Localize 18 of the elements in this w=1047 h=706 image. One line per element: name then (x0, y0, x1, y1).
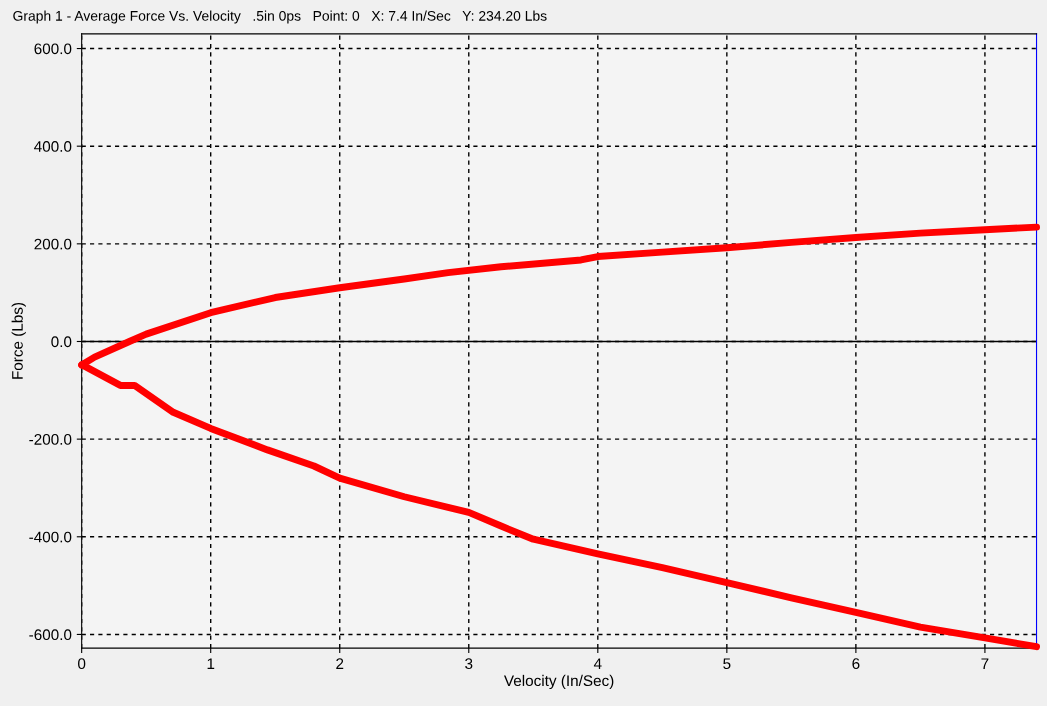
y-tick-label: -200.0 (29, 434, 72, 445)
x-tick-label: 0 (78, 658, 86, 670)
x-tick-label: 1 (207, 658, 215, 669)
x-tick-label: 7 (981, 658, 989, 669)
y-axis-title: Force (Lbs) (11, 302, 26, 379)
y-tick-label: 200.0 (34, 238, 72, 250)
x-tick-label: 2 (336, 658, 344, 669)
x-tick-label: 5 (723, 658, 731, 670)
y-tick-label: -600.0 (29, 629, 72, 641)
y-tick-label: 600.0 (34, 43, 72, 55)
x-axis-title: Velocity (In/Sec) (503, 674, 614, 690)
x-tick-label: 4 (593, 658, 602, 669)
x-tick-label: 3 (465, 658, 473, 670)
x-tick-label: 6 (852, 658, 860, 670)
chart-title: Graph 1 - Average Force Vs. Velocity .5in 0ps Point: 0 X: 7.4 In/Sec Y: 234.20 Lbs (13, 10, 547, 24)
y-tick-label: 400.0 (34, 141, 72, 152)
y-tick-label: 0.0 (51, 336, 72, 348)
y-tick-label: -400.0 (29, 531, 72, 543)
